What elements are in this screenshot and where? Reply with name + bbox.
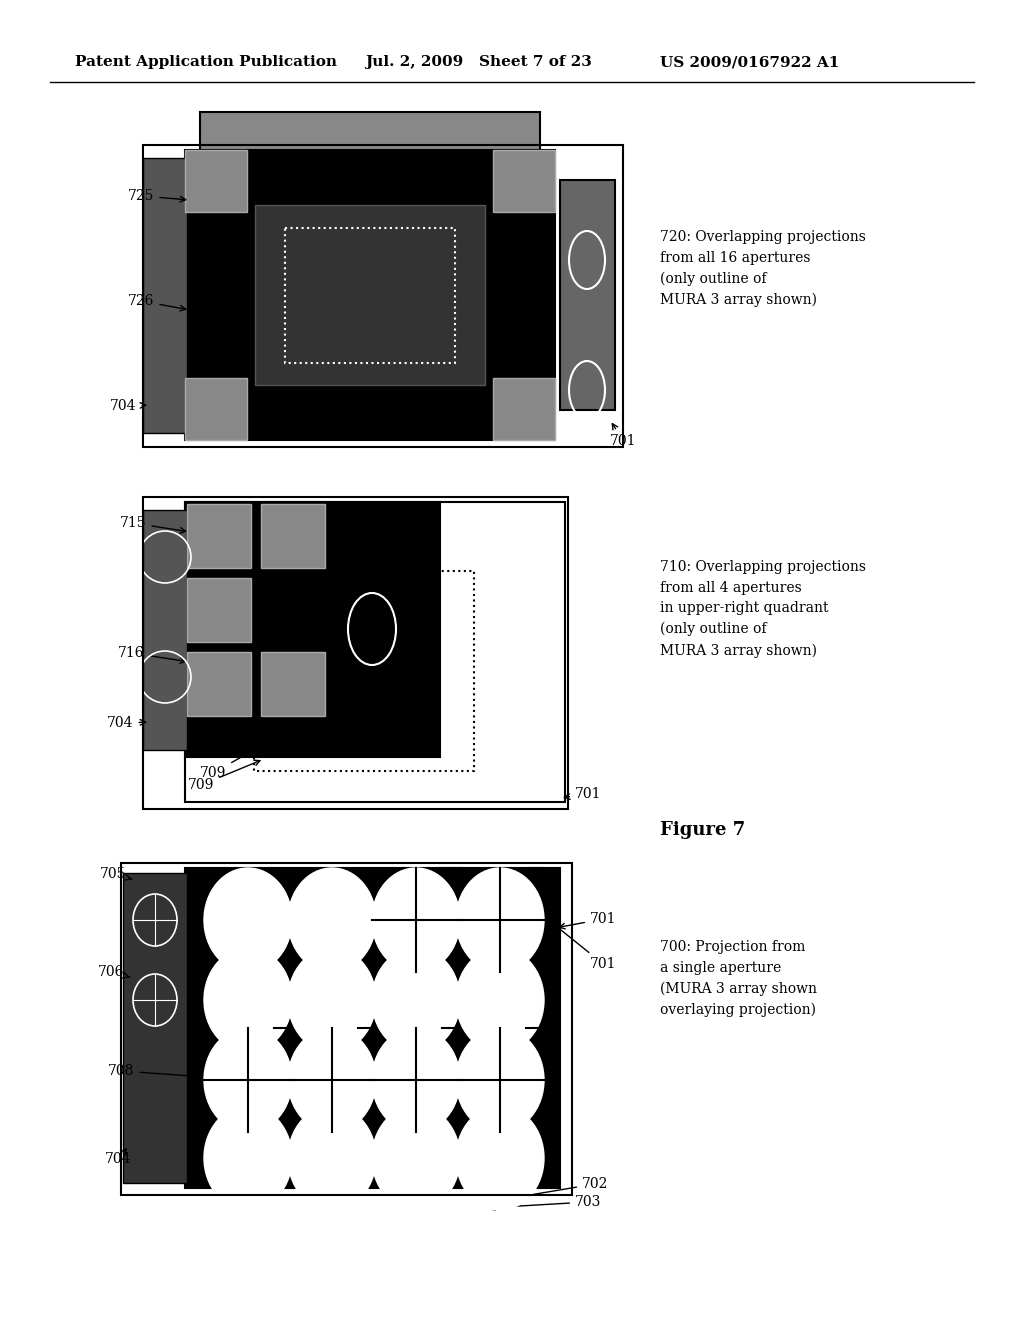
Bar: [185, 378, 247, 440]
Text: 701: 701: [610, 424, 637, 447]
Text: Figure 7: Figure 7: [660, 821, 745, 840]
Text: 704: 704: [106, 715, 145, 730]
Ellipse shape: [372, 1028, 460, 1133]
Ellipse shape: [456, 1028, 544, 1133]
Bar: [121, 863, 572, 1195]
Bar: [143, 510, 187, 750]
Bar: [123, 873, 187, 1183]
Bar: [493, 150, 555, 213]
Ellipse shape: [288, 948, 376, 1052]
Text: 709: 709: [188, 760, 260, 792]
Bar: [261, 652, 325, 715]
Text: 710: Overlapping projections
from all 4 apertures
in upper-right quadrant
(only : 710: Overlapping projections from all 4 …: [660, 560, 866, 657]
Text: 725: 725: [128, 189, 185, 203]
Bar: [185, 869, 560, 1188]
Ellipse shape: [288, 1028, 376, 1133]
Text: 708: 708: [108, 1064, 244, 1082]
Text: 702: 702: [504, 1177, 608, 1201]
Text: 700: Projection from
a single aperture
(MURA 3 array shown
overlaying projection: 700: Projection from a single aperture (…: [660, 940, 817, 1016]
Text: 701: 701: [559, 912, 616, 929]
Ellipse shape: [372, 1106, 460, 1210]
Bar: [187, 504, 251, 568]
Bar: [285, 228, 455, 363]
Bar: [185, 502, 440, 756]
Ellipse shape: [372, 948, 460, 1052]
Ellipse shape: [204, 948, 292, 1052]
Bar: [187, 578, 251, 642]
Ellipse shape: [204, 1106, 292, 1210]
Text: 701: 701: [494, 875, 616, 972]
Bar: [187, 652, 251, 715]
Bar: [255, 205, 485, 385]
Text: 706: 706: [98, 965, 130, 979]
Bar: [185, 150, 247, 213]
Ellipse shape: [204, 1028, 292, 1133]
Text: Patent Application Publication: Patent Application Publication: [75, 55, 337, 69]
Text: Jul. 2, 2009   Sheet 7 of 23: Jul. 2, 2009 Sheet 7 of 23: [365, 55, 592, 69]
Bar: [261, 504, 325, 568]
Text: 726: 726: [128, 294, 185, 312]
Text: 720: Overlapping projections
from all 16 apertures
(only outline of
MURA 3 array: 720: Overlapping projections from all 16…: [660, 230, 866, 308]
Ellipse shape: [288, 869, 376, 972]
Bar: [200, 112, 540, 152]
Text: 703: 703: [489, 1195, 601, 1210]
Ellipse shape: [456, 869, 544, 972]
Text: 709: 709: [200, 750, 255, 780]
Bar: [560, 180, 615, 411]
Ellipse shape: [204, 869, 292, 972]
Text: 704: 704: [110, 399, 145, 413]
Bar: [254, 572, 474, 771]
Bar: [143, 158, 187, 433]
Ellipse shape: [456, 1106, 544, 1210]
Text: 705: 705: [100, 867, 132, 880]
Text: 704: 704: [105, 1148, 131, 1166]
Text: 701: 701: [564, 787, 601, 801]
Bar: [143, 498, 568, 809]
Bar: [143, 145, 623, 447]
Text: US 2009/0167922 A1: US 2009/0167922 A1: [660, 55, 840, 69]
Ellipse shape: [288, 1106, 376, 1210]
Text: 716: 716: [118, 645, 185, 663]
Ellipse shape: [372, 869, 460, 972]
Ellipse shape: [456, 948, 544, 1052]
Bar: [493, 378, 555, 440]
Text: 715: 715: [120, 516, 185, 533]
Bar: [185, 150, 555, 440]
Bar: [185, 502, 565, 803]
